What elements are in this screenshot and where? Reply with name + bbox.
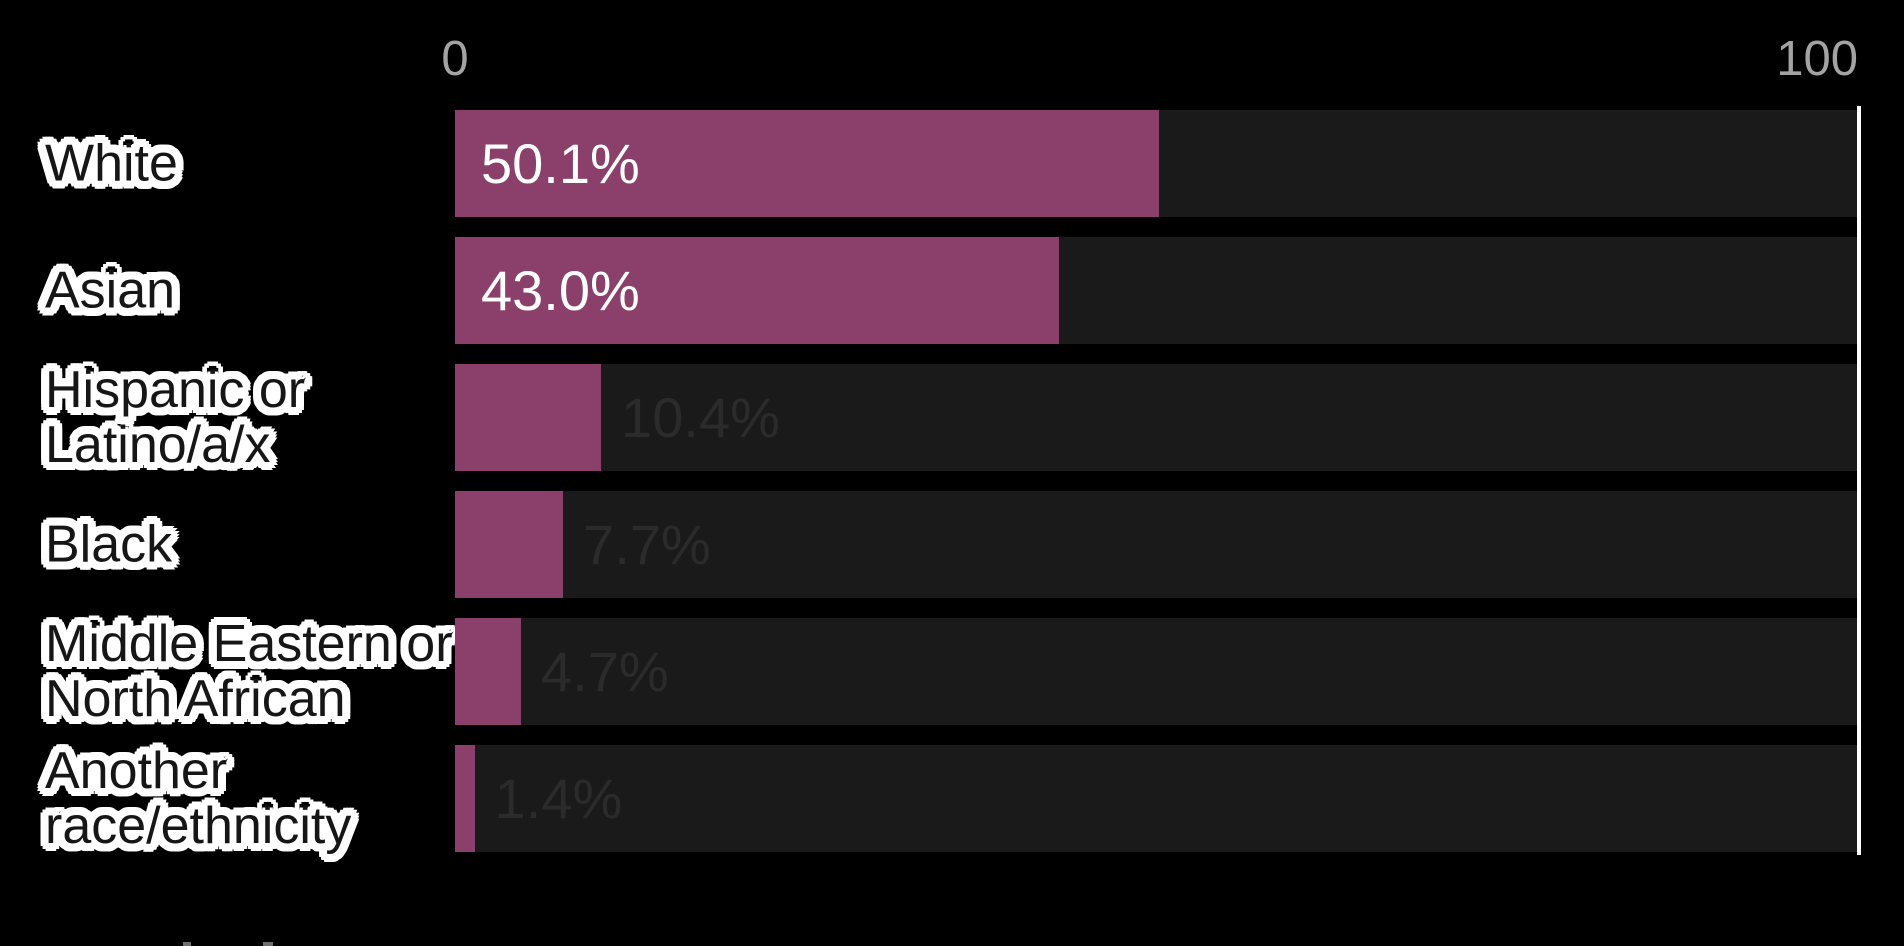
value-label: 50.1%	[481, 131, 640, 195]
category-label: Asian	[45, 261, 176, 319]
bar-row: Hispanic or Latino/a/x 10.4%	[0, 360, 1904, 474]
value-label: 10.4%	[621, 385, 780, 449]
category-label: White	[45, 134, 178, 192]
cutoff-text-fragment	[183, 942, 191, 946]
axis-tick-100: 100	[1776, 32, 1858, 86]
category-label: Middle Eastern or North African	[45, 614, 453, 728]
bar-track: 4.7%	[455, 618, 1860, 725]
bar-fill	[455, 618, 522, 725]
axis-max-line	[1857, 106, 1861, 855]
cutoff-text-fragment	[263, 942, 273, 946]
bar-track: 43.0%	[455, 237, 1860, 344]
axis-tick-0: 0	[441, 32, 469, 86]
bar-fill	[455, 364, 602, 471]
value-label: 7.7%	[583, 512, 711, 576]
bar-row: White 50.1%	[0, 110, 1904, 217]
bar-fill	[455, 491, 564, 598]
category-label: Black	[45, 515, 173, 573]
value-label: 1.4%	[494, 766, 623, 830]
bar-track: 7.7%	[455, 491, 1860, 598]
bar-track: 10.4%	[455, 364, 1860, 471]
value-label: 43.0%	[481, 258, 640, 322]
bar-row: Black 7.7%	[0, 491, 1904, 598]
bar-rows: White 50.1% Asian 43.0% Hispanic or Lati…	[0, 110, 1904, 855]
category-label: Hispanic or Latino/a/x	[45, 360, 306, 474]
bar-row: Asian 43.0%	[0, 237, 1904, 344]
bar-track: 50.1%	[455, 110, 1860, 217]
bar-track: 1.4%	[455, 745, 1860, 852]
bar-fill	[455, 745, 475, 852]
bar-row: Middle Eastern or North African 4.7%	[0, 614, 1904, 728]
bar-row: Another race/ethnicity 1.4%	[0, 741, 1904, 855]
bar-fill	[455, 237, 1060, 344]
category-label: Another race/ethnicity	[45, 741, 352, 855]
value-label: 4.7%	[541, 639, 669, 703]
bar-fill	[455, 110, 1159, 217]
